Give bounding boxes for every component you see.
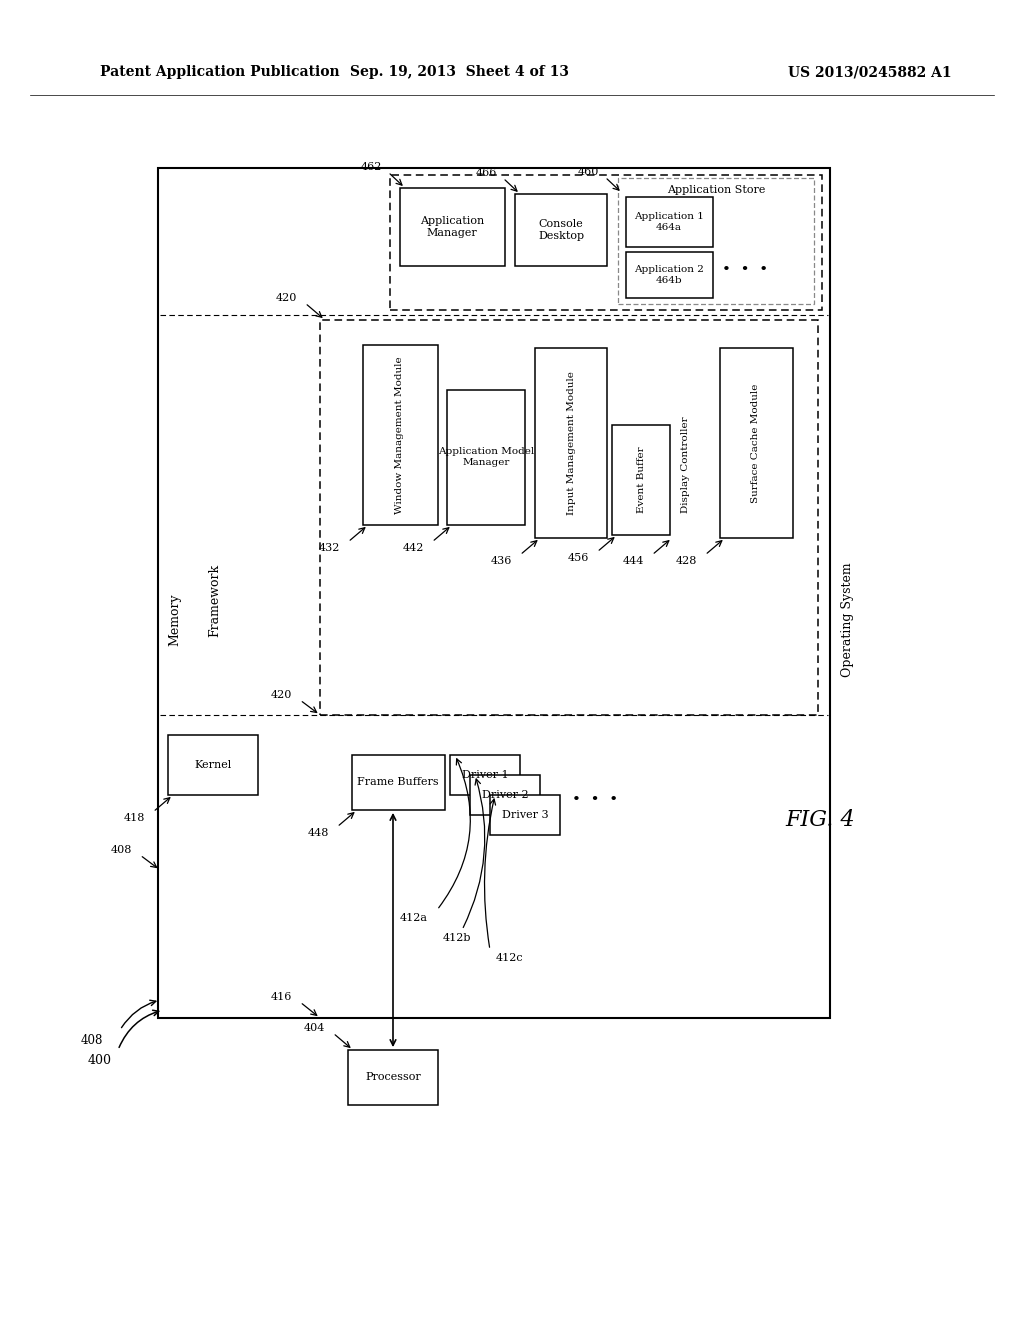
Text: 412b: 412b bbox=[442, 933, 471, 942]
Bar bbox=[168, 735, 258, 795]
Text: Operating System: Operating System bbox=[842, 562, 854, 677]
Text: 466: 466 bbox=[475, 168, 497, 178]
Text: Display Controller: Display Controller bbox=[681, 417, 689, 513]
Text: FIG. 4: FIG. 4 bbox=[785, 809, 855, 832]
Text: 400: 400 bbox=[88, 1053, 112, 1067]
Text: 408: 408 bbox=[81, 1034, 103, 1047]
Bar bbox=[626, 197, 713, 247]
Text: 462: 462 bbox=[360, 162, 382, 172]
Text: Framework: Framework bbox=[209, 564, 221, 636]
Text: 420: 420 bbox=[275, 293, 297, 304]
Text: 428: 428 bbox=[676, 556, 697, 566]
Text: Surface Cache Module: Surface Cache Module bbox=[752, 383, 761, 503]
Text: Processor: Processor bbox=[366, 1072, 421, 1082]
Bar bbox=[490, 795, 560, 836]
Bar bbox=[515, 194, 607, 267]
Bar bbox=[390, 176, 822, 310]
Text: Driver 2: Driver 2 bbox=[481, 789, 528, 800]
Text: Application 1
464a: Application 1 464a bbox=[634, 213, 703, 232]
Text: 408: 408 bbox=[111, 845, 132, 855]
Text: Kernel: Kernel bbox=[195, 760, 231, 770]
Text: Application
Manager: Application Manager bbox=[420, 216, 484, 238]
Text: 448: 448 bbox=[307, 828, 329, 838]
Bar bbox=[348, 1049, 438, 1105]
Text: •  •  •: • • • bbox=[722, 263, 768, 277]
Bar bbox=[450, 755, 520, 795]
Bar bbox=[470, 775, 540, 814]
Text: 432: 432 bbox=[318, 543, 340, 553]
Bar bbox=[447, 389, 525, 525]
Text: Application 2
464b: Application 2 464b bbox=[634, 265, 703, 285]
Bar bbox=[400, 187, 505, 267]
Text: Event Buffer: Event Buffer bbox=[637, 446, 645, 513]
Text: 442: 442 bbox=[402, 543, 424, 553]
Bar bbox=[612, 425, 670, 535]
Text: Memory: Memory bbox=[169, 594, 181, 647]
Bar bbox=[352, 755, 445, 810]
Bar bbox=[362, 345, 438, 525]
Text: 436: 436 bbox=[490, 556, 512, 566]
Text: Application Store: Application Store bbox=[667, 185, 765, 195]
Text: 412c: 412c bbox=[496, 953, 523, 964]
Text: 456: 456 bbox=[567, 553, 589, 564]
Text: 404: 404 bbox=[304, 1023, 325, 1034]
Text: Window Management Module: Window Management Module bbox=[395, 356, 404, 513]
Text: •  •  •: • • • bbox=[572, 793, 618, 807]
Text: 444: 444 bbox=[623, 556, 644, 566]
Text: US 2013/0245882 A1: US 2013/0245882 A1 bbox=[788, 65, 952, 79]
Text: Frame Buffers: Frame Buffers bbox=[357, 777, 439, 787]
Text: 418: 418 bbox=[124, 813, 145, 822]
Text: Console
Desktop: Console Desktop bbox=[538, 219, 584, 240]
Text: 412a: 412a bbox=[400, 913, 428, 923]
Bar bbox=[158, 168, 830, 1018]
Text: Input Management Module: Input Management Module bbox=[566, 371, 575, 515]
Bar bbox=[319, 319, 818, 715]
Text: Driver 3: Driver 3 bbox=[502, 810, 548, 820]
Text: Patent Application Publication: Patent Application Publication bbox=[100, 65, 340, 79]
Text: 416: 416 bbox=[270, 993, 292, 1002]
Text: Application Model
Manager: Application Model Manager bbox=[438, 447, 535, 467]
Text: 460: 460 bbox=[578, 168, 599, 177]
Text: Driver 1: Driver 1 bbox=[462, 770, 508, 780]
Text: Sep. 19, 2013  Sheet 4 of 13: Sep. 19, 2013 Sheet 4 of 13 bbox=[350, 65, 569, 79]
Bar bbox=[626, 252, 713, 298]
Bar bbox=[618, 178, 814, 304]
Bar bbox=[720, 348, 793, 539]
Text: 420: 420 bbox=[270, 690, 292, 700]
Bar bbox=[535, 348, 607, 539]
